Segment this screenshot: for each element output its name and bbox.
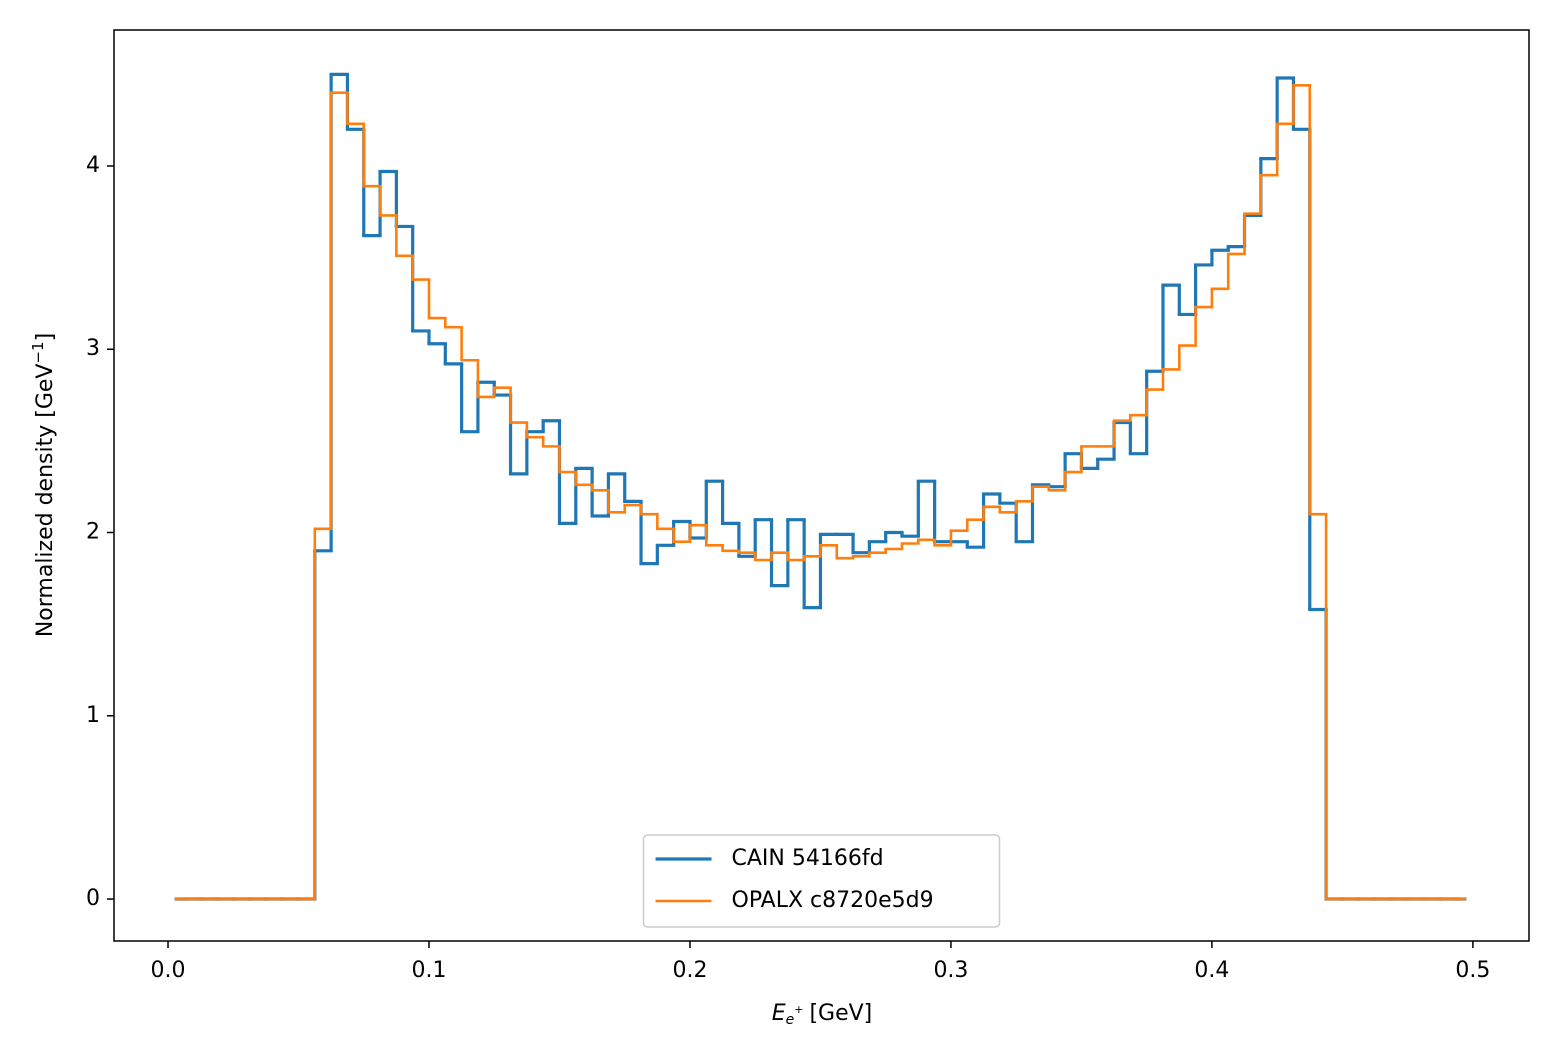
x-label-unit: [GeV] — [809, 1001, 872, 1026]
x-label-subscript: e — [786, 1012, 795, 1028]
legend-box — [642, 834, 1001, 928]
y-tick-label: 0 — [86, 886, 100, 911]
x-tick-label: 0.3 — [933, 958, 968, 983]
legend-label: OPALX c8720e5d9 — [732, 888, 934, 913]
x-tick-label: 0.1 — [411, 958, 446, 983]
y-tick-label: 4 — [86, 153, 100, 178]
y-tick-label: 3 — [86, 336, 100, 361]
y-tick-label: 1 — [86, 703, 100, 728]
plot-frame — [113, 29, 1530, 942]
x-tick-label: 0.5 — [1455, 958, 1490, 983]
x-tick-label: 0.4 — [1194, 958, 1229, 983]
x-label-superscript: + — [794, 1003, 803, 1016]
y-tick-label: 2 — [86, 520, 100, 545]
x-axis-label: Ee+ [GeV] — [772, 1001, 873, 1028]
x-label-symbol: E — [772, 1001, 786, 1026]
y-label-text: Normalized density [GeV — [33, 364, 58, 638]
x-tick-label: 0.0 — [151, 958, 186, 983]
y-label-superscript: −1 — [29, 341, 47, 363]
plot-area — [174, 72, 1467, 901]
legend-label: CAIN 54166fd — [732, 846, 884, 871]
y-label-close: ] — [33, 333, 58, 342]
y-axis-label: Normalized density [GeV−1] — [29, 333, 59, 637]
x-tick-label: 0.2 — [672, 958, 707, 983]
